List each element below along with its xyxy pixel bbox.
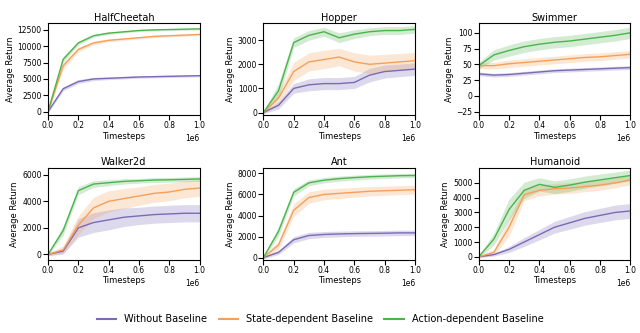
Title: Humanoid: Humanoid	[529, 157, 580, 167]
Legend: Without Baseline, State-dependent Baseline, Action-dependent Baseline: Without Baseline, State-dependent Baseli…	[93, 310, 547, 328]
X-axis label: Timesteps: Timesteps	[317, 132, 361, 141]
Title: HalfCheetah: HalfCheetah	[93, 13, 154, 23]
Title: Hopper: Hopper	[321, 13, 357, 23]
Title: Swimmer: Swimmer	[532, 13, 577, 23]
Title: Ant: Ant	[331, 157, 348, 167]
Y-axis label: Average Return: Average Return	[441, 181, 450, 247]
Y-axis label: Average Return: Average Return	[445, 36, 454, 102]
Title: Walker2d: Walker2d	[101, 157, 147, 167]
Y-axis label: Average Return: Average Return	[10, 181, 19, 247]
X-axis label: Timesteps: Timesteps	[102, 276, 145, 285]
X-axis label: Timesteps: Timesteps	[533, 276, 576, 285]
X-axis label: Timesteps: Timesteps	[317, 276, 361, 285]
Y-axis label: Average Return: Average Return	[6, 36, 15, 102]
X-axis label: Timesteps: Timesteps	[102, 132, 145, 141]
Y-axis label: Average Return: Average Return	[226, 36, 235, 102]
X-axis label: Timesteps: Timesteps	[533, 132, 576, 141]
Y-axis label: Average Return: Average Return	[226, 181, 235, 247]
